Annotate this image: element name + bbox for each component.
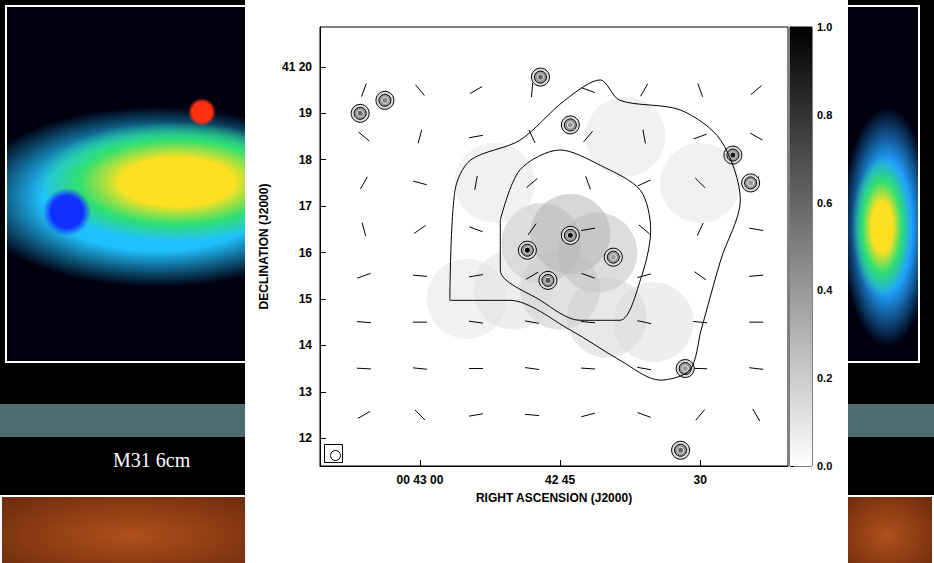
- svg-text:0.2: 0.2: [817, 372, 832, 384]
- svg-text:17: 17: [299, 199, 313, 213]
- svg-text:DECLINATION (J2000): DECLINATION (J2000): [257, 184, 271, 310]
- svg-text:18: 18: [299, 153, 313, 167]
- svg-text:0.0: 0.0: [817, 460, 832, 472]
- svg-text:42 45: 42 45: [545, 473, 575, 487]
- svg-text:19: 19: [299, 106, 313, 120]
- svg-text:0.8: 0.8: [817, 109, 832, 121]
- svg-text:RIGHT ASCENSION (J2000): RIGHT ASCENSION (J2000): [476, 491, 632, 505]
- svg-text:00 43 00: 00 43 00: [397, 473, 444, 487]
- svg-text:15: 15: [299, 292, 313, 306]
- svg-text:16: 16: [299, 246, 313, 260]
- svg-text:30: 30: [694, 473, 708, 487]
- svg-text:13: 13: [299, 385, 313, 399]
- svg-text:14: 14: [299, 338, 313, 352]
- svg-text:41 20: 41 20: [282, 60, 312, 74]
- svg-text:1.0: 1.0: [817, 21, 832, 33]
- svg-text:0.4: 0.4: [817, 284, 833, 296]
- svg-text:0.6: 0.6: [817, 197, 832, 209]
- svg-text:12: 12: [299, 431, 313, 445]
- html-text:M31 6cm: M31 6cm: [113, 449, 191, 471]
